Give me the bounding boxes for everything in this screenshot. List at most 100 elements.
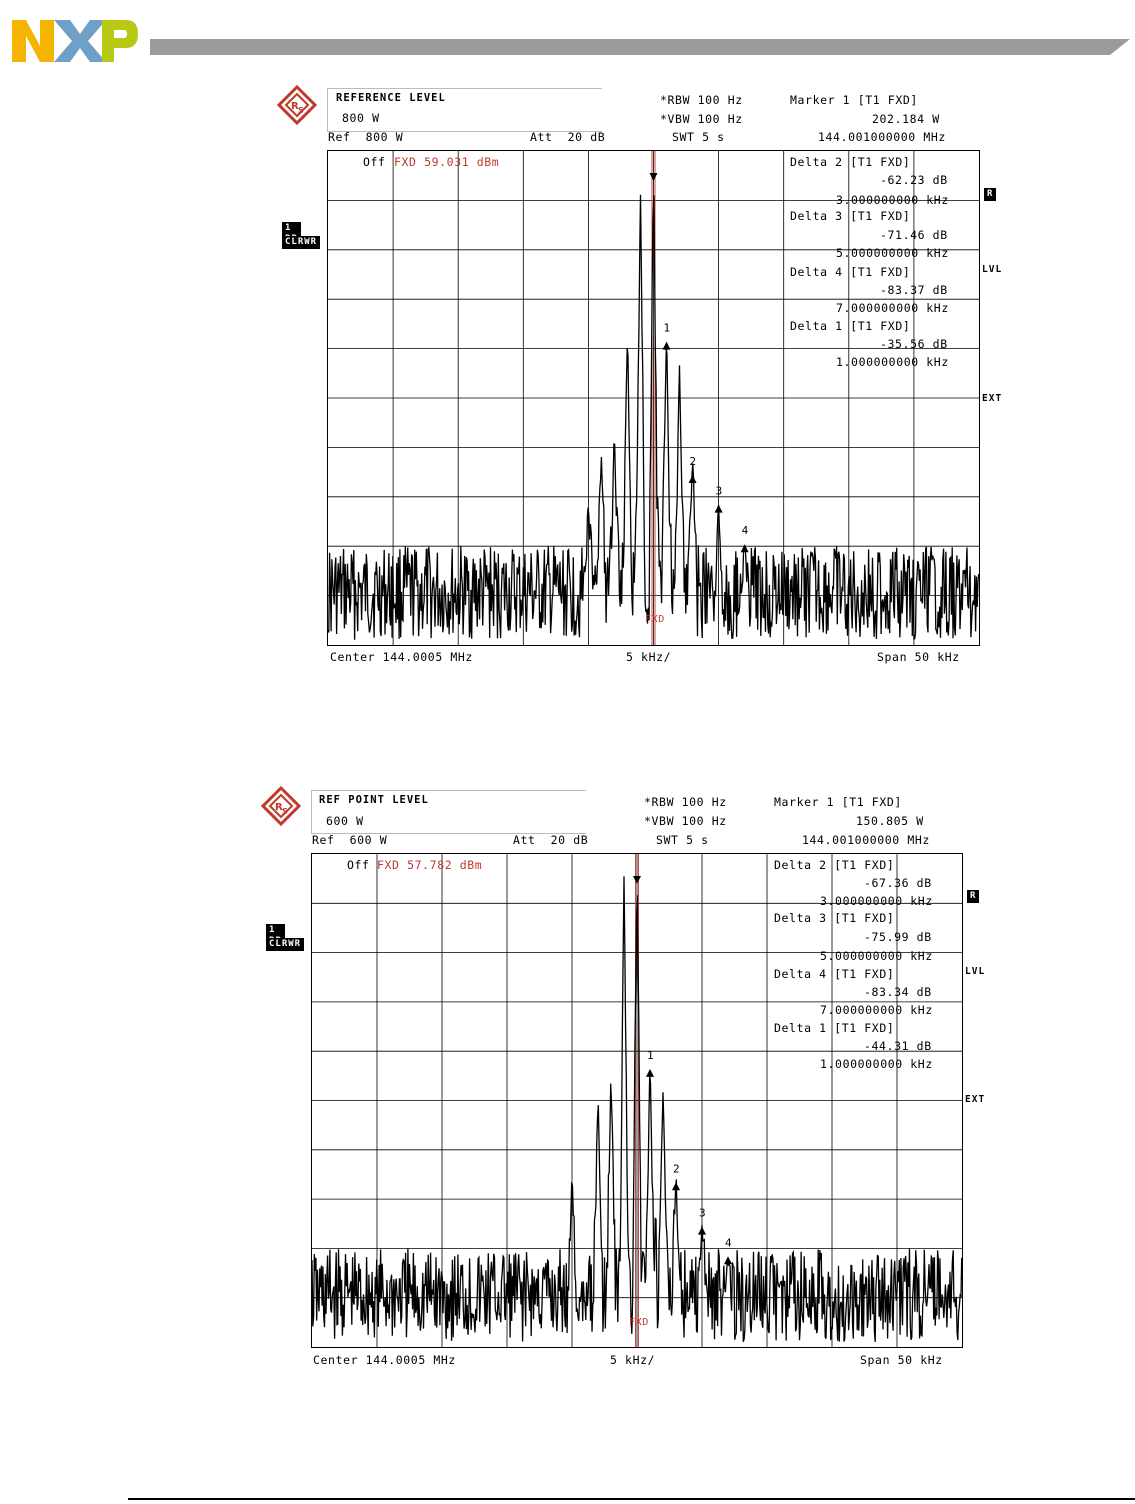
svg-text:R: R bbox=[275, 802, 283, 813]
marker-4-label: 4 bbox=[742, 524, 749, 537]
marker-3-arrow bbox=[698, 1226, 706, 1235]
delta-2-db: -67.36 dB bbox=[864, 876, 932, 890]
x-center-label: Center 144.0005 MHz bbox=[313, 1353, 456, 1367]
delta-1-db: -44.31 dB bbox=[864, 1039, 932, 1053]
delta-4-db: -83.34 dB bbox=[864, 985, 932, 999]
nxp-logo-graphic bbox=[12, 20, 138, 62]
marker-freq: 144.001000000 MHz bbox=[818, 130, 946, 144]
ref-line: Ref 800 W bbox=[328, 130, 404, 144]
marker-freq: 144.001000000 MHz bbox=[802, 833, 930, 847]
delta-2-title: Delta 2 [T1 FXD] bbox=[774, 858, 895, 872]
delta-3-db: -75.99 dB bbox=[864, 930, 932, 944]
fxd-label: FXD bbox=[629, 1317, 649, 1328]
x-div-label: 5 kHz/ bbox=[626, 650, 672, 664]
ref-line: Ref 600 W bbox=[312, 833, 388, 847]
delta-4-title: Delta 4 [T1 FXD] bbox=[774, 967, 895, 981]
delta-1-title: Delta 1 [T1 FXD] bbox=[774, 1021, 895, 1035]
ref-marker-arrow bbox=[649, 173, 658, 181]
marker-2-label: 2 bbox=[673, 1162, 680, 1175]
svg-text:S: S bbox=[298, 106, 304, 115]
marker-2-label: 2 bbox=[690, 455, 697, 468]
marker-3-label: 3 bbox=[716, 485, 723, 498]
delta-2-db: -62.23 dB bbox=[880, 173, 948, 187]
att-label: Att 20 dB bbox=[513, 833, 589, 847]
marker-title: Marker 1 [T1 FXD] bbox=[790, 93, 918, 107]
delta-3-title: Delta 3 [T1 FXD] bbox=[790, 209, 911, 223]
marker-1-label: 1 bbox=[664, 322, 671, 335]
delta-3-freq: 5.000000000 kHz bbox=[836, 246, 949, 260]
rbw-label: *RBW 100 Hz bbox=[660, 93, 743, 107]
marker-3-label: 3 bbox=[699, 1207, 706, 1220]
delta-3-freq: 5.000000000 kHz bbox=[820, 949, 933, 963]
trace-tag-clrwr: CLRWR bbox=[266, 938, 305, 951]
x-span-label: Span 50 kHz bbox=[860, 1353, 943, 1367]
x-center-label: Center 144.0005 MHz bbox=[330, 650, 473, 664]
marker-value: 150.805 W bbox=[856, 814, 924, 828]
swt-label: SWT 5 s bbox=[656, 833, 709, 847]
fxd-label: FXD bbox=[645, 614, 665, 625]
delta-4-freq: 7.000000000 kHz bbox=[836, 301, 949, 315]
delta-4-title: Delta 4 [T1 FXD] bbox=[790, 265, 911, 279]
rs-logo-icon: R S bbox=[261, 786, 301, 826]
att-label: Att 20 dB bbox=[530, 130, 606, 144]
delta-3-title: Delta 3 [T1 FXD] bbox=[774, 911, 895, 925]
swt-label: SWT 5 s bbox=[672, 130, 725, 144]
delta-1-db: -35.56 dB bbox=[880, 337, 948, 351]
vbw-label: *VBW 100 Hz bbox=[660, 112, 743, 126]
marker-3-arrow bbox=[714, 504, 723, 513]
delta-4-db: -83.37 dB bbox=[880, 283, 948, 297]
spectrum-trace bbox=[312, 876, 962, 1343]
marker-2-arrow bbox=[688, 475, 697, 484]
delta-3-db: -71.46 dB bbox=[880, 228, 948, 242]
x-span-label: Span 50 kHz bbox=[877, 650, 960, 664]
reference-level-box bbox=[327, 88, 602, 132]
side-label-r: R bbox=[984, 188, 997, 201]
side-label-ext: EXT bbox=[982, 393, 1003, 404]
header-bar bbox=[150, 39, 1130, 55]
delta-1-freq: 1.000000000 kHz bbox=[820, 1057, 933, 1071]
ref-level-value: 600 W bbox=[326, 814, 364, 828]
marker-2-arrow bbox=[672, 1182, 680, 1191]
ref-level-label: REFERENCE LEVEL bbox=[336, 92, 446, 104]
ref-level-value: 800 W bbox=[342, 111, 380, 125]
spectrum-trace-svg: 1 2 3 4 bbox=[328, 151, 979, 645]
footer-rule bbox=[128, 1498, 1135, 1500]
nxp-logo bbox=[10, 16, 140, 64]
offset-text: FXD 57.782 dBm bbox=[377, 858, 483, 872]
svg-text:R: R bbox=[291, 101, 299, 112]
spectrum-trace-svg: 1 2 3 4 bbox=[312, 854, 962, 1347]
rs-logo-icon: R S bbox=[277, 85, 317, 125]
vbw-label: *VBW 100 Hz bbox=[644, 814, 727, 828]
delta-2-freq: 3.000000000 kHz bbox=[836, 193, 949, 207]
side-label-lvl: LVL bbox=[965, 966, 986, 977]
x-div-label: 5 kHz/ bbox=[610, 1353, 656, 1367]
marker-title: Marker 1 [T1 FXD] bbox=[774, 795, 902, 809]
delta-1-freq: 1.000000000 kHz bbox=[836, 355, 949, 369]
svg-text:S: S bbox=[282, 807, 288, 816]
delta-4-freq: 7.000000000 kHz bbox=[820, 1003, 933, 1017]
marker-1-arrow bbox=[646, 1068, 654, 1077]
offset-text: FXD 59.031 dBm bbox=[394, 155, 500, 169]
spectrum-trace bbox=[328, 194, 979, 640]
rbw-label: *RBW 100 Hz bbox=[644, 795, 727, 809]
offset-prefix: Off bbox=[347, 858, 370, 872]
plot-area: 1 2 3 4 bbox=[311, 853, 963, 1348]
marker-4-arrow bbox=[740, 544, 749, 553]
marker-1-arrow bbox=[662, 341, 671, 350]
marker-1-label: 1 bbox=[647, 1049, 654, 1062]
trace-tag-clrwr: CLRWR bbox=[282, 236, 321, 249]
delta-1-title: Delta 1 [T1 FXD] bbox=[790, 319, 911, 333]
delta-2-title: Delta 2 [T1 FXD] bbox=[790, 155, 911, 169]
ref-level-label: REF POINT LEVEL bbox=[319, 794, 429, 806]
marker-4-label: 4 bbox=[725, 1236, 732, 1249]
delta-2-freq: 3.000000000 kHz bbox=[820, 894, 933, 908]
plot-area: 1 2 3 4 bbox=[327, 150, 980, 646]
side-label-lvl: LVL bbox=[982, 264, 1003, 275]
side-label-r: R bbox=[967, 890, 980, 903]
reference-level-box bbox=[311, 790, 586, 834]
marker-4-arrow bbox=[724, 1256, 732, 1265]
marker-value: 202.184 W bbox=[872, 112, 940, 126]
offset-prefix: Off bbox=[363, 155, 386, 169]
ref-marker-arrow bbox=[633, 876, 641, 884]
side-label-ext: EXT bbox=[965, 1094, 986, 1105]
